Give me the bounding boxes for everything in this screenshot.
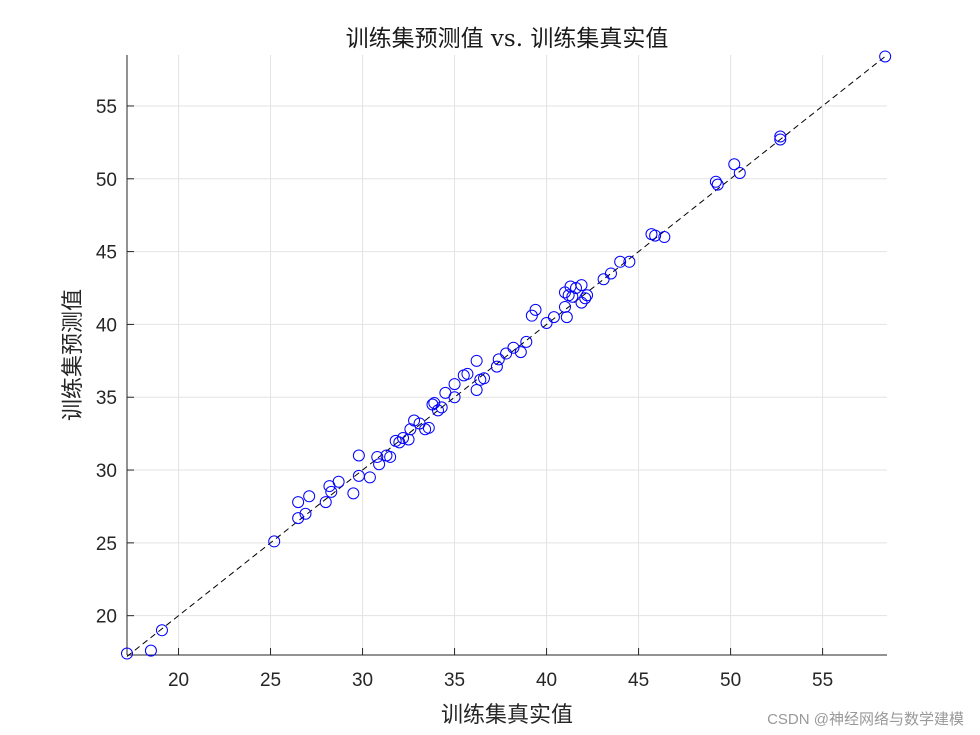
data-point-3 [268, 535, 281, 548]
y-tick-label-7: 55 [96, 97, 117, 118]
x-tick-label-0: 20 [168, 670, 189, 691]
x-tick-label-4: 40 [536, 670, 557, 691]
data-point-54 [560, 311, 573, 324]
x-tick-label-2: 30 [352, 670, 373, 691]
data-point-48 [525, 309, 538, 322]
x-tick-label-3: 35 [444, 670, 465, 691]
data-point-74 [774, 133, 787, 146]
data-point-13 [352, 449, 365, 462]
data-point-57 [566, 290, 579, 303]
x-tick-label-5: 45 [628, 670, 649, 691]
data-point-42 [490, 360, 503, 373]
data-point-46 [514, 346, 527, 359]
data-point-16 [371, 450, 384, 463]
data-point-73 [733, 166, 746, 179]
data-point-5 [292, 496, 305, 509]
data-point-15 [363, 471, 376, 484]
data-point-45 [507, 341, 520, 354]
data-point-69 [658, 231, 671, 244]
y-tick-labels: 20 25 30 35 40 45 50 55 [96, 97, 117, 628]
data-point-12 [347, 487, 360, 500]
data-point-49 [529, 303, 542, 316]
data-point-25 [408, 414, 421, 427]
data-point-24 [404, 423, 417, 436]
data-point-0 [121, 647, 133, 660]
y-tick-label-2: 30 [96, 461, 117, 482]
y-tick-label-6: 50 [96, 170, 117, 191]
data-point-28 [422, 421, 435, 434]
data-point-21 [393, 436, 406, 449]
data-point-50 [540, 316, 553, 329]
data-point-2 [155, 624, 168, 637]
data-point-71 [711, 178, 724, 191]
x-tick-labels: 20 25 30 35 40 45 50 55 [168, 670, 833, 691]
axes [126, 55, 887, 656]
data-point-7 [303, 490, 316, 503]
data-point-10 [325, 485, 338, 498]
data-point-68 [649, 229, 662, 242]
data-point-6 [299, 507, 312, 520]
watermark-text: CSDN @神经网络与数学建模 [767, 711, 964, 728]
data-point-66 [623, 255, 636, 268]
x-axis-label: 训练集真实值 [441, 703, 573, 728]
chart-title: 训练集预测值 vs. 训练集真实值 [346, 26, 669, 52]
data-points [121, 50, 892, 660]
y-axis-label: 训练集预测值 [61, 289, 86, 421]
reference-line-group [126, 54, 888, 657]
data-point-30 [428, 397, 441, 410]
data-point-72 [728, 158, 741, 171]
data-point-63 [597, 273, 610, 286]
data-point-44 [500, 347, 513, 360]
data-point-22 [397, 432, 410, 445]
y-tick-label-4: 40 [96, 315, 117, 336]
data-point-59 [575, 279, 588, 292]
y-tick-label-3: 35 [96, 388, 117, 409]
data-point-47 [520, 335, 533, 348]
data-point-70 [709, 175, 722, 188]
data-point-37 [461, 367, 474, 380]
data-point-35 [448, 378, 461, 391]
data-point-64 [604, 267, 617, 280]
data-point-1 [144, 644, 157, 657]
data-point-17 [373, 458, 386, 471]
grid-lines [127, 55, 887, 655]
data-point-76 [879, 50, 892, 63]
data-point-38 [470, 383, 483, 396]
data-point-19 [384, 450, 397, 463]
data-point-11 [332, 475, 345, 488]
data-point-8 [319, 496, 332, 509]
data-point-31 [431, 404, 444, 417]
y-tick-label-0: 20 [96, 607, 117, 628]
data-point-58 [570, 282, 583, 295]
y-tick-label-1: 25 [96, 534, 117, 555]
reference-line [126, 54, 888, 657]
data-point-32 [435, 401, 448, 414]
x-tick-label-6: 50 [720, 670, 741, 691]
data-point-61 [579, 292, 592, 305]
x-tick-label-7: 55 [812, 670, 833, 691]
data-point-4 [292, 512, 305, 525]
data-point-75 [774, 130, 787, 143]
y-tick-label-5: 45 [96, 243, 117, 264]
data-point-41 [477, 372, 490, 385]
data-point-39 [470, 354, 483, 367]
data-point-62 [581, 289, 594, 302]
data-point-34 [448, 391, 461, 404]
data-point-43 [492, 353, 505, 366]
data-point-65 [614, 255, 627, 268]
data-point-51 [547, 311, 560, 324]
x-tick-label-1: 25 [260, 670, 281, 691]
